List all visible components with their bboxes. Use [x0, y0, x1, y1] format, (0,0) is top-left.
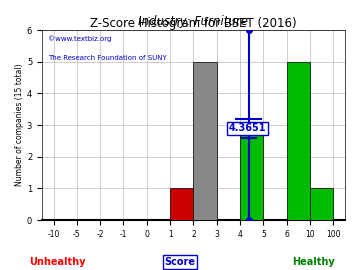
Text: The Research Foundation of SUNY: The Research Foundation of SUNY — [48, 55, 167, 61]
Text: 4.3651: 4.3651 — [229, 123, 266, 133]
Bar — [310, 188, 333, 220]
Bar — [193, 62, 217, 220]
Text: Industry: Furniture: Industry: Furniture — [139, 15, 248, 28]
Bar — [287, 62, 310, 220]
Text: Score: Score — [165, 257, 195, 267]
Text: Healthy: Healthy — [292, 257, 334, 267]
Bar — [240, 125, 264, 220]
Text: ©www.textbiz.org: ©www.textbiz.org — [48, 36, 111, 42]
Y-axis label: Number of companies (15 total): Number of companies (15 total) — [15, 64, 24, 186]
Bar — [170, 188, 193, 220]
Text: Unhealthy: Unhealthy — [30, 257, 86, 267]
Title: Z-Score Histogram for BSET (2016): Z-Score Histogram for BSET (2016) — [90, 17, 297, 30]
